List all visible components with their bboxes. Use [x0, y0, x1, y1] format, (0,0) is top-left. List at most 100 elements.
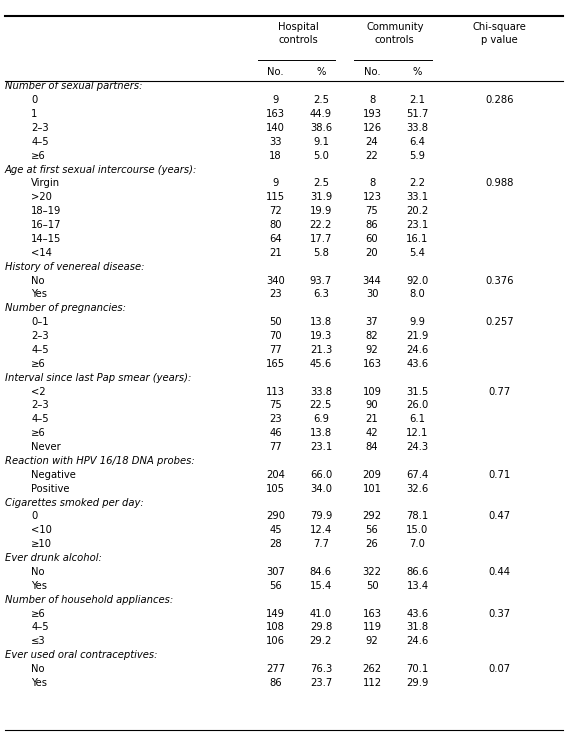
Text: 9: 9 — [272, 178, 279, 189]
Text: 93.7: 93.7 — [310, 275, 332, 286]
Text: 13.8: 13.8 — [310, 317, 332, 327]
Text: 0.44: 0.44 — [489, 567, 511, 577]
Text: %: % — [413, 67, 422, 77]
Text: 37: 37 — [366, 317, 378, 327]
Text: 28: 28 — [269, 539, 282, 549]
Text: ≤3: ≤3 — [31, 636, 46, 646]
Text: 0.71: 0.71 — [488, 470, 511, 480]
Text: 22: 22 — [366, 151, 378, 161]
Text: 70.1: 70.1 — [406, 664, 429, 674]
Text: Chi-square
p value: Chi-square p value — [473, 22, 527, 44]
Text: 24.3: 24.3 — [407, 442, 428, 452]
Text: 24: 24 — [366, 137, 378, 147]
Text: 64: 64 — [269, 234, 282, 244]
Text: 23.1: 23.1 — [310, 442, 332, 452]
Text: Number of sexual partners:: Number of sexual partners: — [5, 81, 142, 91]
Text: 12.1: 12.1 — [406, 428, 429, 438]
Text: 2.1: 2.1 — [410, 95, 425, 105]
Text: 6.4: 6.4 — [410, 137, 425, 147]
Text: 13.8: 13.8 — [310, 428, 332, 438]
Text: 79.9: 79.9 — [310, 511, 332, 522]
Text: 113: 113 — [266, 386, 285, 397]
Text: Yes: Yes — [31, 289, 47, 300]
Text: 33.1: 33.1 — [407, 192, 428, 202]
Text: 106: 106 — [266, 636, 285, 646]
Text: 33: 33 — [269, 137, 282, 147]
Text: No: No — [31, 664, 45, 674]
Text: 123: 123 — [362, 192, 382, 202]
Text: 119: 119 — [362, 622, 382, 633]
Text: 4–5: 4–5 — [31, 345, 49, 355]
Text: 2–3: 2–3 — [31, 400, 49, 411]
Text: 277: 277 — [266, 664, 285, 674]
Text: 18–19: 18–19 — [31, 206, 61, 216]
Text: 4–5: 4–5 — [31, 137, 49, 147]
Text: 72: 72 — [269, 206, 282, 216]
Text: 193: 193 — [362, 109, 382, 119]
Text: 32.6: 32.6 — [406, 484, 429, 494]
Text: 31.5: 31.5 — [406, 386, 429, 397]
Text: 0: 0 — [31, 511, 37, 522]
Text: 30: 30 — [366, 289, 378, 300]
Text: 0–1: 0–1 — [31, 317, 49, 327]
Text: 8: 8 — [369, 178, 375, 189]
Text: 23: 23 — [269, 414, 282, 424]
Text: 307: 307 — [266, 567, 285, 577]
Text: 6.3: 6.3 — [313, 289, 329, 300]
Text: Community
controls: Community controls — [366, 22, 424, 44]
Text: 21: 21 — [269, 248, 282, 258]
Text: 15.4: 15.4 — [310, 581, 332, 591]
Text: 86.6: 86.6 — [406, 567, 429, 577]
Text: 5.4: 5.4 — [410, 248, 425, 258]
Text: <14: <14 — [31, 248, 52, 258]
Text: Cigarettes smoked per day:: Cigarettes smoked per day: — [5, 497, 143, 508]
Text: 42: 42 — [366, 428, 378, 438]
Text: 0.77: 0.77 — [488, 386, 511, 397]
Text: 0.07: 0.07 — [489, 664, 511, 674]
Text: 70: 70 — [269, 331, 282, 341]
Text: 20: 20 — [366, 248, 378, 258]
Text: 38.6: 38.6 — [310, 123, 332, 133]
Text: 7.7: 7.7 — [313, 539, 329, 549]
Text: 26: 26 — [366, 539, 378, 549]
Text: 80: 80 — [269, 220, 282, 230]
Text: 24.6: 24.6 — [406, 345, 429, 355]
Text: No.: No. — [364, 67, 381, 77]
Text: 149: 149 — [266, 608, 285, 619]
Text: 56: 56 — [269, 581, 282, 591]
Text: 84.6: 84.6 — [310, 567, 332, 577]
Text: 33.8: 33.8 — [407, 123, 428, 133]
Text: 13.4: 13.4 — [407, 581, 428, 591]
Text: 86: 86 — [366, 220, 378, 230]
Text: 84: 84 — [366, 442, 378, 452]
Text: Reaction with HPV 16/18 DNA probes:: Reaction with HPV 16/18 DNA probes: — [5, 456, 194, 466]
Text: 78.1: 78.1 — [406, 511, 429, 522]
Text: 26.0: 26.0 — [406, 400, 429, 411]
Text: 108: 108 — [266, 622, 285, 633]
Text: >20: >20 — [31, 192, 52, 202]
Text: 2–3: 2–3 — [31, 123, 49, 133]
Text: 45: 45 — [269, 525, 282, 535]
Text: Yes: Yes — [31, 581, 47, 591]
Text: 21: 21 — [366, 414, 378, 424]
Text: 75: 75 — [366, 206, 378, 216]
Text: 77: 77 — [269, 345, 282, 355]
Text: 33.8: 33.8 — [310, 386, 332, 397]
Text: 340: 340 — [266, 275, 285, 286]
Text: 24.6: 24.6 — [406, 636, 429, 646]
Text: 109: 109 — [362, 386, 382, 397]
Text: 56: 56 — [366, 525, 378, 535]
Text: 23.1: 23.1 — [406, 220, 429, 230]
Text: 9.9: 9.9 — [410, 317, 425, 327]
Text: 43.6: 43.6 — [407, 608, 428, 619]
Text: 29.2: 29.2 — [310, 636, 332, 646]
Text: No: No — [31, 275, 45, 286]
Text: 23.7: 23.7 — [310, 678, 332, 688]
Text: 19.9: 19.9 — [310, 206, 332, 216]
Text: Interval since last Pap smear (years):: Interval since last Pap smear (years): — [5, 373, 191, 383]
Text: Positive: Positive — [31, 484, 70, 494]
Text: <10: <10 — [31, 525, 52, 535]
Text: Age at first sexual intercourse (years):: Age at first sexual intercourse (years): — [5, 164, 197, 175]
Text: 77: 77 — [269, 442, 282, 452]
Text: 292: 292 — [362, 511, 382, 522]
